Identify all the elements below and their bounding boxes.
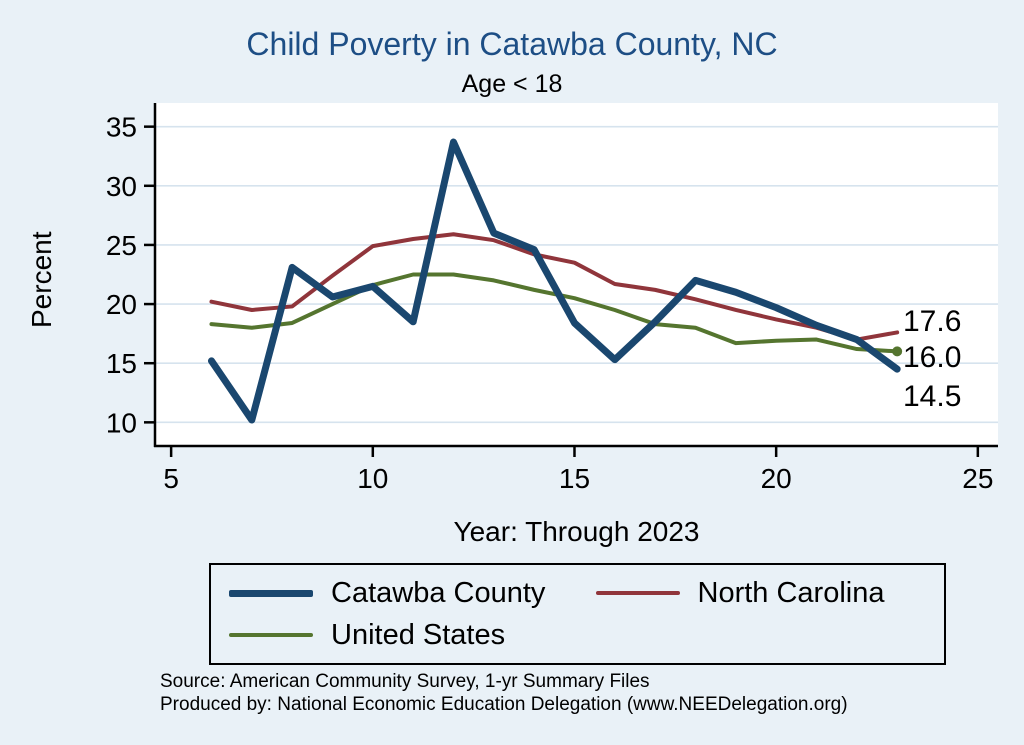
legend-entry-united-states: United States — [211, 616, 578, 654]
x-tick-label: 5 — [163, 463, 179, 494]
plot-area — [155, 103, 998, 446]
series-line-catawba-county — [207, 138, 901, 424]
x-tick-label: 25 — [962, 463, 993, 494]
y-tick-label: 30 — [106, 171, 137, 202]
source-note: Source: American Community Survey, 1-yr … — [160, 670, 848, 716]
series-line-united-states — [209, 272, 900, 354]
end-value-label-catawba-county: 14.5 — [903, 380, 962, 413]
legend-entry-north-carolina: North Carolina — [578, 574, 945, 612]
legend-label-catawba-county: Catawba County — [331, 577, 546, 609]
y-tick-label: 20 — [106, 289, 137, 320]
source-line-2: Produced by: National Economic Education… — [160, 694, 848, 716]
legend-line-swatch-north-carolina — [595, 591, 680, 595]
x-tick-label: 10 — [357, 463, 388, 494]
chart-title: Child Poverty in Catawba County, NC — [246, 26, 778, 62]
y-tick-label: 35 — [106, 112, 137, 143]
x-tick-label: 20 — [761, 463, 792, 494]
line-chart: 10 15 20 25 30 35 5 10 15 20 25 — [106, 103, 998, 494]
y-tick-label: 10 — [106, 407, 137, 438]
series-line-north-carolina — [209, 232, 900, 342]
legend-entry-catawba-county: Catawba County — [211, 574, 578, 612]
x-tick-label: 15 — [559, 463, 590, 494]
x-axis-label: Year: Through 2023 — [453, 516, 700, 547]
y-axis-label: Percent — [26, 231, 57, 329]
legend-label-north-carolina: North Carolina — [697, 577, 885, 609]
chart-subtitle: Age < 18 — [461, 70, 563, 98]
legend-line-swatch-catawba-county — [229, 589, 313, 597]
legend-line-swatch-united-states — [229, 633, 313, 637]
legend-label-united-states: United States — [331, 619, 506, 651]
y-tick-label: 15 — [106, 348, 137, 379]
y-tick-label: 25 — [106, 230, 137, 261]
end-value-label-united-states: 16.0 — [903, 341, 962, 374]
series-end-marker — [892, 346, 903, 357]
end-value-label-north-carolina: 17.6 — [903, 305, 962, 338]
source-line-1: Source: American Community Survey, 1-yr … — [160, 671, 650, 692]
chart-legend: Catawba County North Carolina United Sta… — [209, 563, 946, 665]
